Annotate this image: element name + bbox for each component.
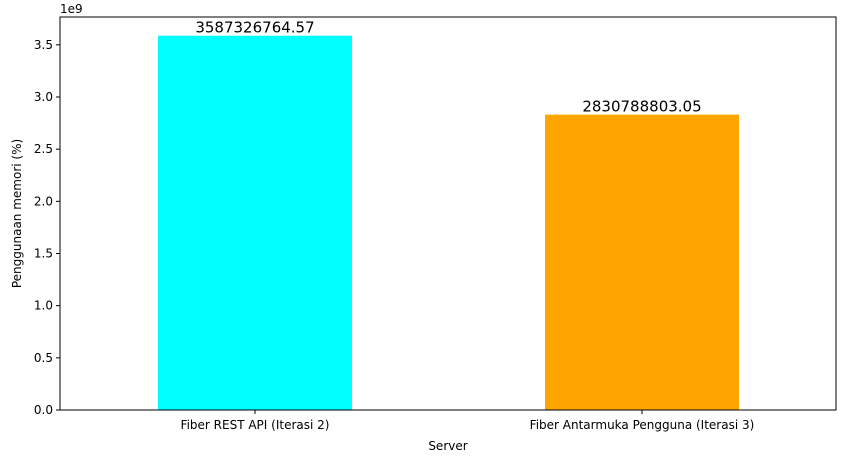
y-tick-label-7: 3.5 <box>34 38 53 52</box>
x-axis-label: Server <box>428 439 467 453</box>
y-tick-label-0: 0.0 <box>34 403 53 417</box>
bar-value-label-1: 3587326764.57 <box>195 19 314 37</box>
y-axis-offset-label: 1e9 <box>60 2 83 16</box>
y-tick-label-5: 2.5 <box>34 142 53 156</box>
x-axis-ticks: Fiber REST API (Iterasi 2) Fiber Antarmuk… <box>181 410 755 432</box>
y-axis-ticks: 0.0 0.5 1.0 1.5 2.0 2.5 3.0 3.5 <box>34 38 60 417</box>
y-tick-label-2: 1.0 <box>34 299 53 313</box>
y-axis-label: Penggunaan memori (%) <box>10 139 24 288</box>
y-tick-label-1: 0.5 <box>34 351 53 365</box>
y-tick-label-6: 3.0 <box>34 90 53 104</box>
x-tick-label-2: Fiber Antarmuka Pengguna (Iterasi 3) <box>530 418 755 432</box>
y-tick-label-3: 1.5 <box>34 246 53 260</box>
y-tick-label-4: 2.0 <box>34 194 53 208</box>
bar-2 <box>545 114 739 410</box>
bar-value-labels: 3587326764.57 2830788803.05 <box>195 19 701 116</box>
bar-1 <box>158 35 352 410</box>
plot-frame <box>59 16 837 411</box>
bar-value-label-2: 2830788803.05 <box>582 98 701 116</box>
bars-group <box>158 35 739 410</box>
x-tick-label-1: Fiber REST API (Iterasi 2) <box>181 418 330 432</box>
